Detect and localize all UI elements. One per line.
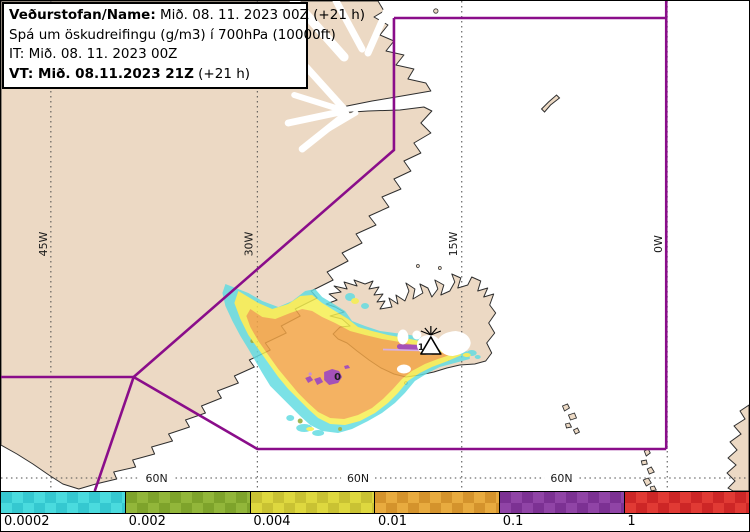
legend-tick-label: 1 [627,514,636,529]
legend-tick-label: 0.002 [128,514,166,529]
map-canvas: 0 1 45W 30W 15W 0W 60N 60N 60N [1,1,749,491]
legend-tick-label: 0.01 [378,514,407,529]
contour-label-vent: 1 [418,343,424,353]
greenland-landmass [1,1,439,490]
islet [433,8,439,14]
ash-cyan-speckles [232,293,481,436]
header-name-label: Veðurstofan/Name: [9,7,156,23]
boundary-southwest [93,376,135,491]
greenland-fjords [284,1,394,153]
header-line-product: Spá um öskudreifingu (g/m3) í 700hPa (10… [9,26,336,43]
boundary-bottom-west [1,375,667,451]
ash-contour-orange [246,309,450,419]
boundary-diagonal [132,18,396,378]
meridian-label-15w: 15W [447,231,460,256]
norway-coast [726,404,749,491]
meridian-label-30w: 30W [242,231,255,256]
fir-boundary-lines [1,1,668,491]
legend-swatch-red [625,492,749,513]
islet [416,264,420,268]
legend-swatch-olive [125,492,251,513]
legend-swatch-purple [500,492,626,513]
forecast-header-box: Veðurstofan/Name: Mið. 08. 11. 2023 00Z … [2,2,365,89]
legend-tick-label: 0.1 [502,514,524,529]
ash-plume [222,284,481,436]
header-vt-label: VT: Mið. 08.11.2023 21Z [9,65,194,82]
legend-tick-label: 0.004 [253,514,291,529]
meridian-label-0w: 0W [652,235,665,253]
legend-swatch-orange [375,492,501,513]
legend-tick-label: 0.0002 [4,514,50,529]
legend-label-row: 0.0002 0.002 0.004 0.01 0.1 1 [1,514,749,531]
header-vt-value: (+21 h) [193,65,251,82]
ash-streak-light [382,348,425,352]
ash-yellow-speckles [242,298,471,431]
legend-swatch-row [1,491,749,514]
jan-mayen-island [540,94,561,113]
header-line-vt: VT: Mið. 08.11.2023 21Z (+21 h) [9,65,301,85]
volcano-eruption-icon [420,326,442,355]
header-name-value: Mið. 08. 11. 2023 00Z (+21 h) [155,7,366,23]
parallel-label-60n-3: 60N [550,472,572,485]
faroe-islands [561,403,581,435]
contour-label-inner: 0 [334,372,341,383]
shetland-islands [640,448,657,491]
islet [437,266,442,270]
parallel-label-60n-2: 60N [347,472,369,485]
header-line-name: Veðurstofan/Name: Mið. 08. 11. 2023 00Z … [9,6,365,26]
meridian-label-45w: 45W [37,231,50,256]
legend-swatch-yellow [250,492,376,513]
header-line-it: IT: Mið. 08. 11. 2023 00Z [9,46,178,62]
legend-swatch-cyan [1,492,126,513]
meridian-labels: 45W 30W 15W 0W [37,231,665,256]
parallel-label-60n-1: 60N [146,472,168,485]
concentration-legend: 0.0002 0.002 0.004 0.01 0.1 1 [1,491,749,531]
parallel-labels: 60N 60N 60N [139,471,579,485]
